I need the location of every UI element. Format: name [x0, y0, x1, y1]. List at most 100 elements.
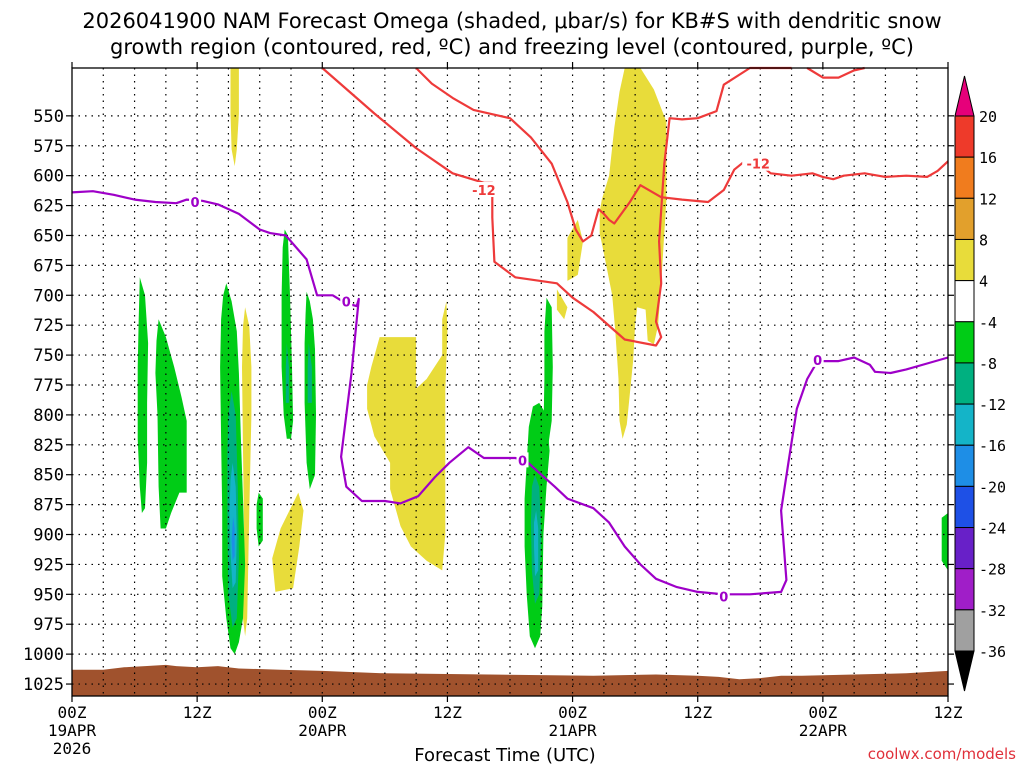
colorbar-bin — [954, 362, 975, 405]
omega-region — [137, 277, 149, 513]
omega-shading — [137, 68, 948, 655]
chart-title-line2: growth region (contoured, red, ºC) and f… — [110, 35, 914, 59]
contour-label-bg — [717, 588, 730, 604]
plot-border — [71, 67, 949, 697]
omega-region — [599, 68, 667, 439]
colorbar-label: -24 — [979, 520, 1006, 538]
y-tick-label: 800 — [33, 406, 64, 426]
y-tick-label: 1000 — [23, 645, 64, 665]
x-tick-year: 2026 — [53, 739, 92, 758]
colorbar-label: -8 — [979, 355, 997, 373]
y-tick-label: 950 — [33, 585, 64, 605]
y-tick-label: 725 — [33, 316, 64, 336]
x-tick-label: 00Z — [58, 703, 87, 722]
y-tick-label: 925 — [33, 555, 64, 575]
colorbar-bin — [954, 403, 975, 446]
contour-label-bg — [467, 182, 500, 198]
x-tick-label: 12Z — [683, 703, 712, 722]
plot-frame — [71, 67, 949, 697]
dgz-isotherm-label: -12 — [472, 184, 496, 199]
colorbar-label: 8 — [979, 231, 988, 249]
x-tick-date: 20APR — [298, 721, 347, 740]
colorbar-bottom-arrow — [954, 650, 975, 692]
colorbar-label: -36 — [979, 643, 1006, 661]
contour-lines: -12 -12 0 0 0 0 0 — [71, 66, 949, 606]
colorbar-bin — [954, 485, 975, 529]
colorbar-bin — [954, 568, 975, 611]
colorbar-label: 16 — [979, 149, 997, 167]
colorbar-label: -4 — [979, 314, 997, 332]
colorbar-bin — [954, 280, 975, 323]
x-tick-label: 12Z — [183, 703, 212, 722]
y-tick-label: 650 — [33, 226, 64, 246]
contour-label-bg — [516, 452, 529, 468]
x-tick-date: 21APR — [548, 721, 597, 740]
colorbar-label: 20 — [979, 108, 997, 126]
colorbar-bin — [954, 238, 975, 282]
colorbar-bin — [954, 115, 975, 158]
dgz-isotherm-line — [415, 67, 949, 243]
y-tick-label: 700 — [33, 286, 64, 306]
omega-region — [256, 492, 263, 547]
y-tick-label: 775 — [33, 376, 64, 396]
colorbar-bin — [954, 527, 975, 570]
y-tick-label: 675 — [33, 256, 64, 276]
colorbar-bin — [954, 197, 975, 240]
omega-region — [543, 297, 553, 451]
contour-label-bg — [742, 155, 775, 171]
omega-region — [307, 343, 312, 403]
colorbar-label: -12 — [979, 396, 1006, 414]
colorbar-label: -20 — [979, 478, 1006, 496]
x-axis-label: Forecast Time (UTC) — [414, 745, 596, 766]
omega-region — [367, 301, 448, 571]
freezing-level-line — [71, 190, 949, 596]
y-axis-ticks: 550 575 600 625 650 675 700 725 750 775 800 825 850 8… — [23, 107, 954, 695]
y-tick-label: 875 — [33, 496, 64, 516]
colorbar-label: -16 — [979, 437, 1006, 455]
colorbar-bin — [954, 444, 975, 487]
omega-region — [231, 516, 235, 561]
dgz-isotherm-label: -12 — [746, 158, 770, 173]
omega-region — [281, 229, 294, 439]
y-tick-label: 750 — [33, 346, 64, 366]
omega-region — [272, 492, 304, 592]
contour-label-bg — [811, 351, 824, 367]
dgz-isotherm-line — [806, 66, 865, 79]
colorbar: 20 16 12 8 4 -4 -8 -12 -16 -20 -24 -28 -32 -36 — [954, 75, 1006, 692]
omega-region — [556, 289, 568, 320]
omega-region — [285, 343, 289, 403]
y-tick-label: 975 — [33, 615, 64, 635]
freezing-level-label: 0 — [191, 196, 200, 211]
omega-region — [230, 68, 239, 167]
y-tick-label: 600 — [33, 167, 64, 187]
chart-title-line1: 2026041900 NAM Forecast Omega (shaded, μ… — [82, 9, 942, 33]
x-tick-label: 12Z — [433, 703, 462, 722]
y-tick-label: 850 — [33, 466, 64, 486]
colorbar-label: -32 — [979, 602, 1006, 620]
y-tick-label: 575 — [33, 137, 64, 157]
omega-region — [155, 319, 187, 529]
freezing-level-label: 0 — [518, 454, 527, 469]
freezing-level-label: 0 — [719, 591, 728, 606]
y-tick-label: 625 — [33, 197, 64, 217]
y-tick-label: 900 — [33, 526, 64, 546]
x-tick-label: 00Z — [808, 703, 837, 722]
y-tick-label: 825 — [33, 436, 64, 456]
colorbar-bin — [954, 609, 975, 652]
colorbar-label: 12 — [979, 190, 997, 208]
credit-text: coolwx.com/models — [867, 745, 1016, 763]
colorbar-label: -28 — [979, 561, 1006, 579]
y-tick-label: 550 — [33, 107, 64, 127]
colorbar-bin — [954, 156, 975, 199]
grid-lines — [72, 68, 948, 696]
colorbar-label: 4 — [979, 273, 988, 291]
contour-label-bg — [189, 193, 202, 209]
y-tick-label: 1025 — [23, 675, 64, 695]
contour-label-bg — [340, 293, 353, 309]
freezing-level-label: 0 — [342, 295, 351, 310]
freezing-level-label: 0 — [813, 354, 822, 369]
omega-region — [941, 513, 948, 571]
x-tick-date: 22APR — [799, 721, 848, 740]
